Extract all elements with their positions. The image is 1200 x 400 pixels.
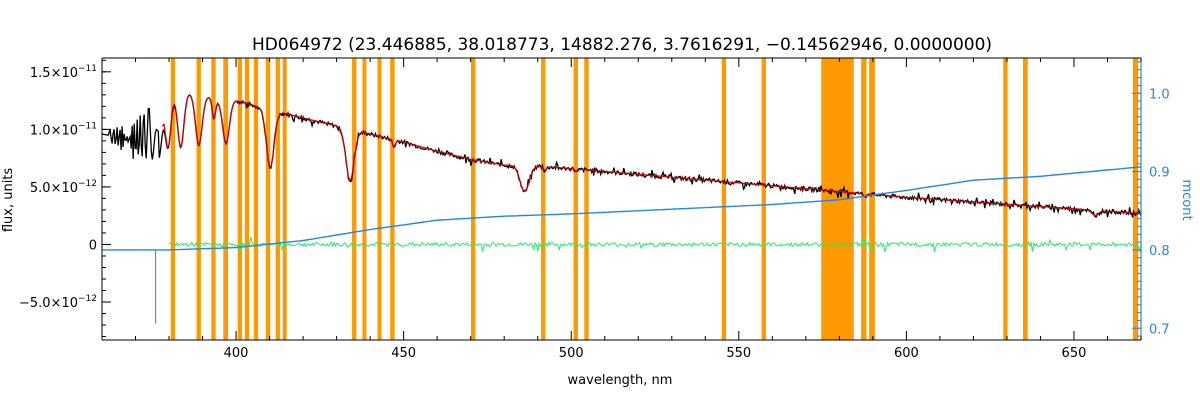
y-tick-label-right: 0.8 xyxy=(1149,244,1170,259)
y-tick-label-left: −5.0×10−12 xyxy=(19,294,97,311)
x-tick-label: 450 xyxy=(391,346,416,361)
masked-region xyxy=(869,58,875,340)
masked-region xyxy=(265,58,271,340)
masked-region xyxy=(244,58,250,340)
masked-region xyxy=(282,58,287,340)
y-tick-label-right: 0.9 xyxy=(1149,166,1170,181)
masked-region xyxy=(253,58,259,340)
masked-region xyxy=(377,58,382,340)
masked-region xyxy=(573,58,578,340)
masked-region xyxy=(237,58,243,340)
masked-region xyxy=(1132,58,1139,340)
axes: 400 450 500 550 600 6501.5×10−111.0×10−115.0×… xyxy=(19,57,1170,361)
x-tick-label: 650 xyxy=(1062,346,1087,361)
masked-region xyxy=(471,58,476,340)
masked-region xyxy=(196,58,201,340)
masked-region xyxy=(275,58,280,340)
y-axis-label-right: mcont xyxy=(1179,179,1194,220)
masked-regions xyxy=(170,58,1139,340)
x-tick-label: 400 xyxy=(224,346,249,361)
y-tick-label-right: 0.7 xyxy=(1149,322,1170,337)
masked-region xyxy=(761,58,766,340)
masked-region xyxy=(170,58,176,340)
masked-region xyxy=(362,58,367,340)
data-series xyxy=(101,94,1142,324)
continuum-line xyxy=(102,166,1142,251)
residual-line xyxy=(168,236,1142,253)
masked-region xyxy=(584,58,589,340)
x-tick-label: 550 xyxy=(726,346,751,361)
masked-region xyxy=(223,58,229,340)
masked-region xyxy=(721,58,727,340)
masked-region xyxy=(352,58,357,340)
x-tick-label: 600 xyxy=(894,346,919,361)
chart-title: HD064972 (23.446885, 38.018773, 14882.27… xyxy=(252,35,992,55)
masked-region xyxy=(541,58,546,340)
x-axis-label: wavelength, nm xyxy=(568,373,673,388)
masked-region xyxy=(861,58,867,340)
model-spectrum-line xyxy=(161,94,1142,216)
y-tick-label-right: 1.0 xyxy=(1149,87,1170,102)
masked-region xyxy=(1003,58,1008,340)
x-tick-label: 500 xyxy=(559,346,584,361)
y-tick-label-left: 0 xyxy=(89,238,97,253)
masked-region xyxy=(211,58,216,340)
masked-region xyxy=(1023,58,1028,340)
y-axis-label-left: flux, units xyxy=(1,168,16,233)
masked-region xyxy=(390,58,395,340)
